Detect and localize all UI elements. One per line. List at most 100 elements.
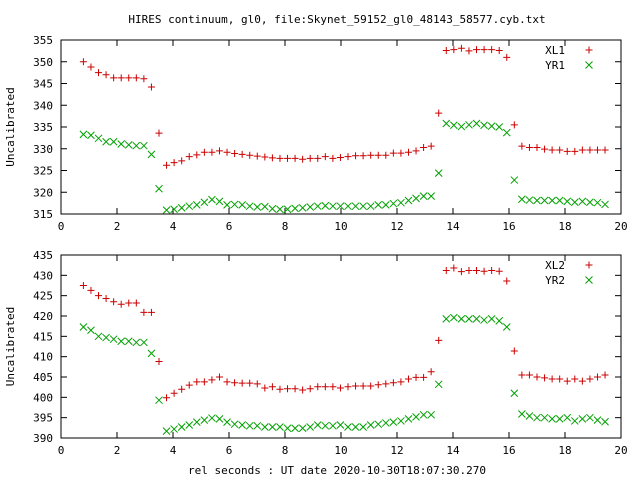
legend-label: XL2 bbox=[545, 259, 565, 272]
data-point bbox=[321, 383, 329, 391]
y-tick-label: 350 bbox=[33, 56, 53, 69]
data-point bbox=[87, 286, 95, 294]
data-point bbox=[571, 147, 579, 155]
y-tick-label: 340 bbox=[33, 99, 53, 112]
data-point bbox=[291, 204, 299, 213]
data-point bbox=[276, 385, 284, 393]
x-tick-label: 16 bbox=[502, 220, 515, 233]
data-point bbox=[601, 371, 609, 379]
legend-label: YR2 bbox=[545, 274, 565, 287]
data-point bbox=[412, 194, 420, 203]
data-point bbox=[525, 196, 534, 204]
data-point bbox=[261, 384, 269, 392]
data-point bbox=[374, 151, 382, 159]
data-point bbox=[245, 202, 254, 211]
data-point bbox=[578, 146, 586, 154]
data-point bbox=[298, 204, 307, 212]
data-point bbox=[518, 410, 526, 418]
data-point bbox=[533, 373, 541, 381]
data-point bbox=[291, 424, 299, 433]
data-point bbox=[276, 154, 284, 162]
x-tick-label: 20 bbox=[614, 220, 627, 233]
legend-marker bbox=[585, 46, 593, 54]
y-tick-label: 400 bbox=[33, 391, 53, 404]
data-point bbox=[200, 378, 208, 386]
y-tick-label: 335 bbox=[33, 121, 53, 134]
x-tick-label: 12 bbox=[390, 444, 403, 457]
data-point bbox=[571, 375, 579, 383]
data-point bbox=[192, 418, 201, 426]
data-point bbox=[283, 205, 292, 214]
data-point bbox=[397, 378, 405, 386]
data-point bbox=[117, 300, 125, 308]
y-tick-label: 420 bbox=[33, 310, 53, 323]
data-point bbox=[124, 140, 133, 149]
data-point bbox=[238, 150, 246, 158]
data-point bbox=[124, 337, 133, 346]
data-point bbox=[495, 317, 504, 325]
data-point bbox=[382, 380, 390, 388]
data-point bbox=[540, 196, 549, 205]
data-point bbox=[382, 151, 390, 159]
data-point bbox=[495, 46, 503, 54]
x-tick-label: 8 bbox=[282, 444, 289, 457]
data-point bbox=[276, 423, 284, 431]
data-point bbox=[480, 316, 488, 324]
data-point bbox=[95, 292, 103, 300]
data-point bbox=[593, 198, 602, 207]
data-point bbox=[351, 423, 360, 431]
data-point bbox=[117, 337, 126, 346]
data-point bbox=[427, 142, 435, 150]
data-point bbox=[291, 385, 299, 393]
data-point bbox=[510, 389, 519, 398]
data-point bbox=[162, 206, 171, 214]
data-point bbox=[185, 202, 194, 211]
data-point bbox=[495, 123, 504, 131]
legend-marker bbox=[585, 276, 593, 284]
data-point bbox=[208, 414, 216, 422]
x-tick-label: 4 bbox=[170, 444, 177, 457]
data-point bbox=[359, 202, 367, 211]
data-point bbox=[193, 151, 201, 159]
data-point bbox=[555, 415, 564, 423]
data-point bbox=[435, 109, 443, 117]
data-point bbox=[268, 204, 277, 213]
data-point bbox=[321, 153, 329, 161]
data-point bbox=[367, 382, 375, 390]
data-point bbox=[336, 384, 344, 392]
data-point bbox=[178, 157, 186, 165]
data-point bbox=[306, 423, 315, 431]
data-point bbox=[366, 421, 375, 429]
data-point bbox=[449, 313, 458, 322]
data-point bbox=[351, 202, 360, 211]
y-tick-label: 315 bbox=[33, 208, 53, 221]
legend-label: XL1 bbox=[545, 44, 565, 57]
data-point bbox=[200, 148, 208, 156]
data-point bbox=[79, 58, 87, 66]
y-tick-label: 405 bbox=[33, 371, 53, 384]
data-point bbox=[503, 53, 511, 61]
data-point bbox=[140, 75, 148, 83]
data-point bbox=[359, 423, 367, 431]
data-point bbox=[404, 375, 412, 383]
data-point bbox=[586, 413, 594, 422]
data-point bbox=[457, 122, 466, 131]
data-point bbox=[313, 421, 322, 429]
data-point bbox=[540, 413, 549, 422]
data-point bbox=[548, 375, 556, 383]
data-point bbox=[510, 347, 518, 355]
chart-panel-bottom: 0 2 4 6 8 10 12 14 16 18 20 390 395 400 405 410 415 420 42… bbox=[4, 249, 628, 457]
data-point bbox=[246, 379, 254, 387]
data-point bbox=[261, 153, 269, 161]
data-point bbox=[472, 314, 481, 323]
data-point bbox=[488, 46, 496, 54]
data-point bbox=[359, 382, 367, 390]
data-point bbox=[208, 195, 216, 204]
data-point bbox=[291, 154, 299, 162]
data-point bbox=[306, 203, 315, 211]
data-point bbox=[155, 358, 163, 366]
data-point bbox=[442, 314, 451, 323]
data-point bbox=[215, 373, 223, 381]
data-point bbox=[480, 267, 488, 275]
data-point bbox=[381, 419, 390, 427]
